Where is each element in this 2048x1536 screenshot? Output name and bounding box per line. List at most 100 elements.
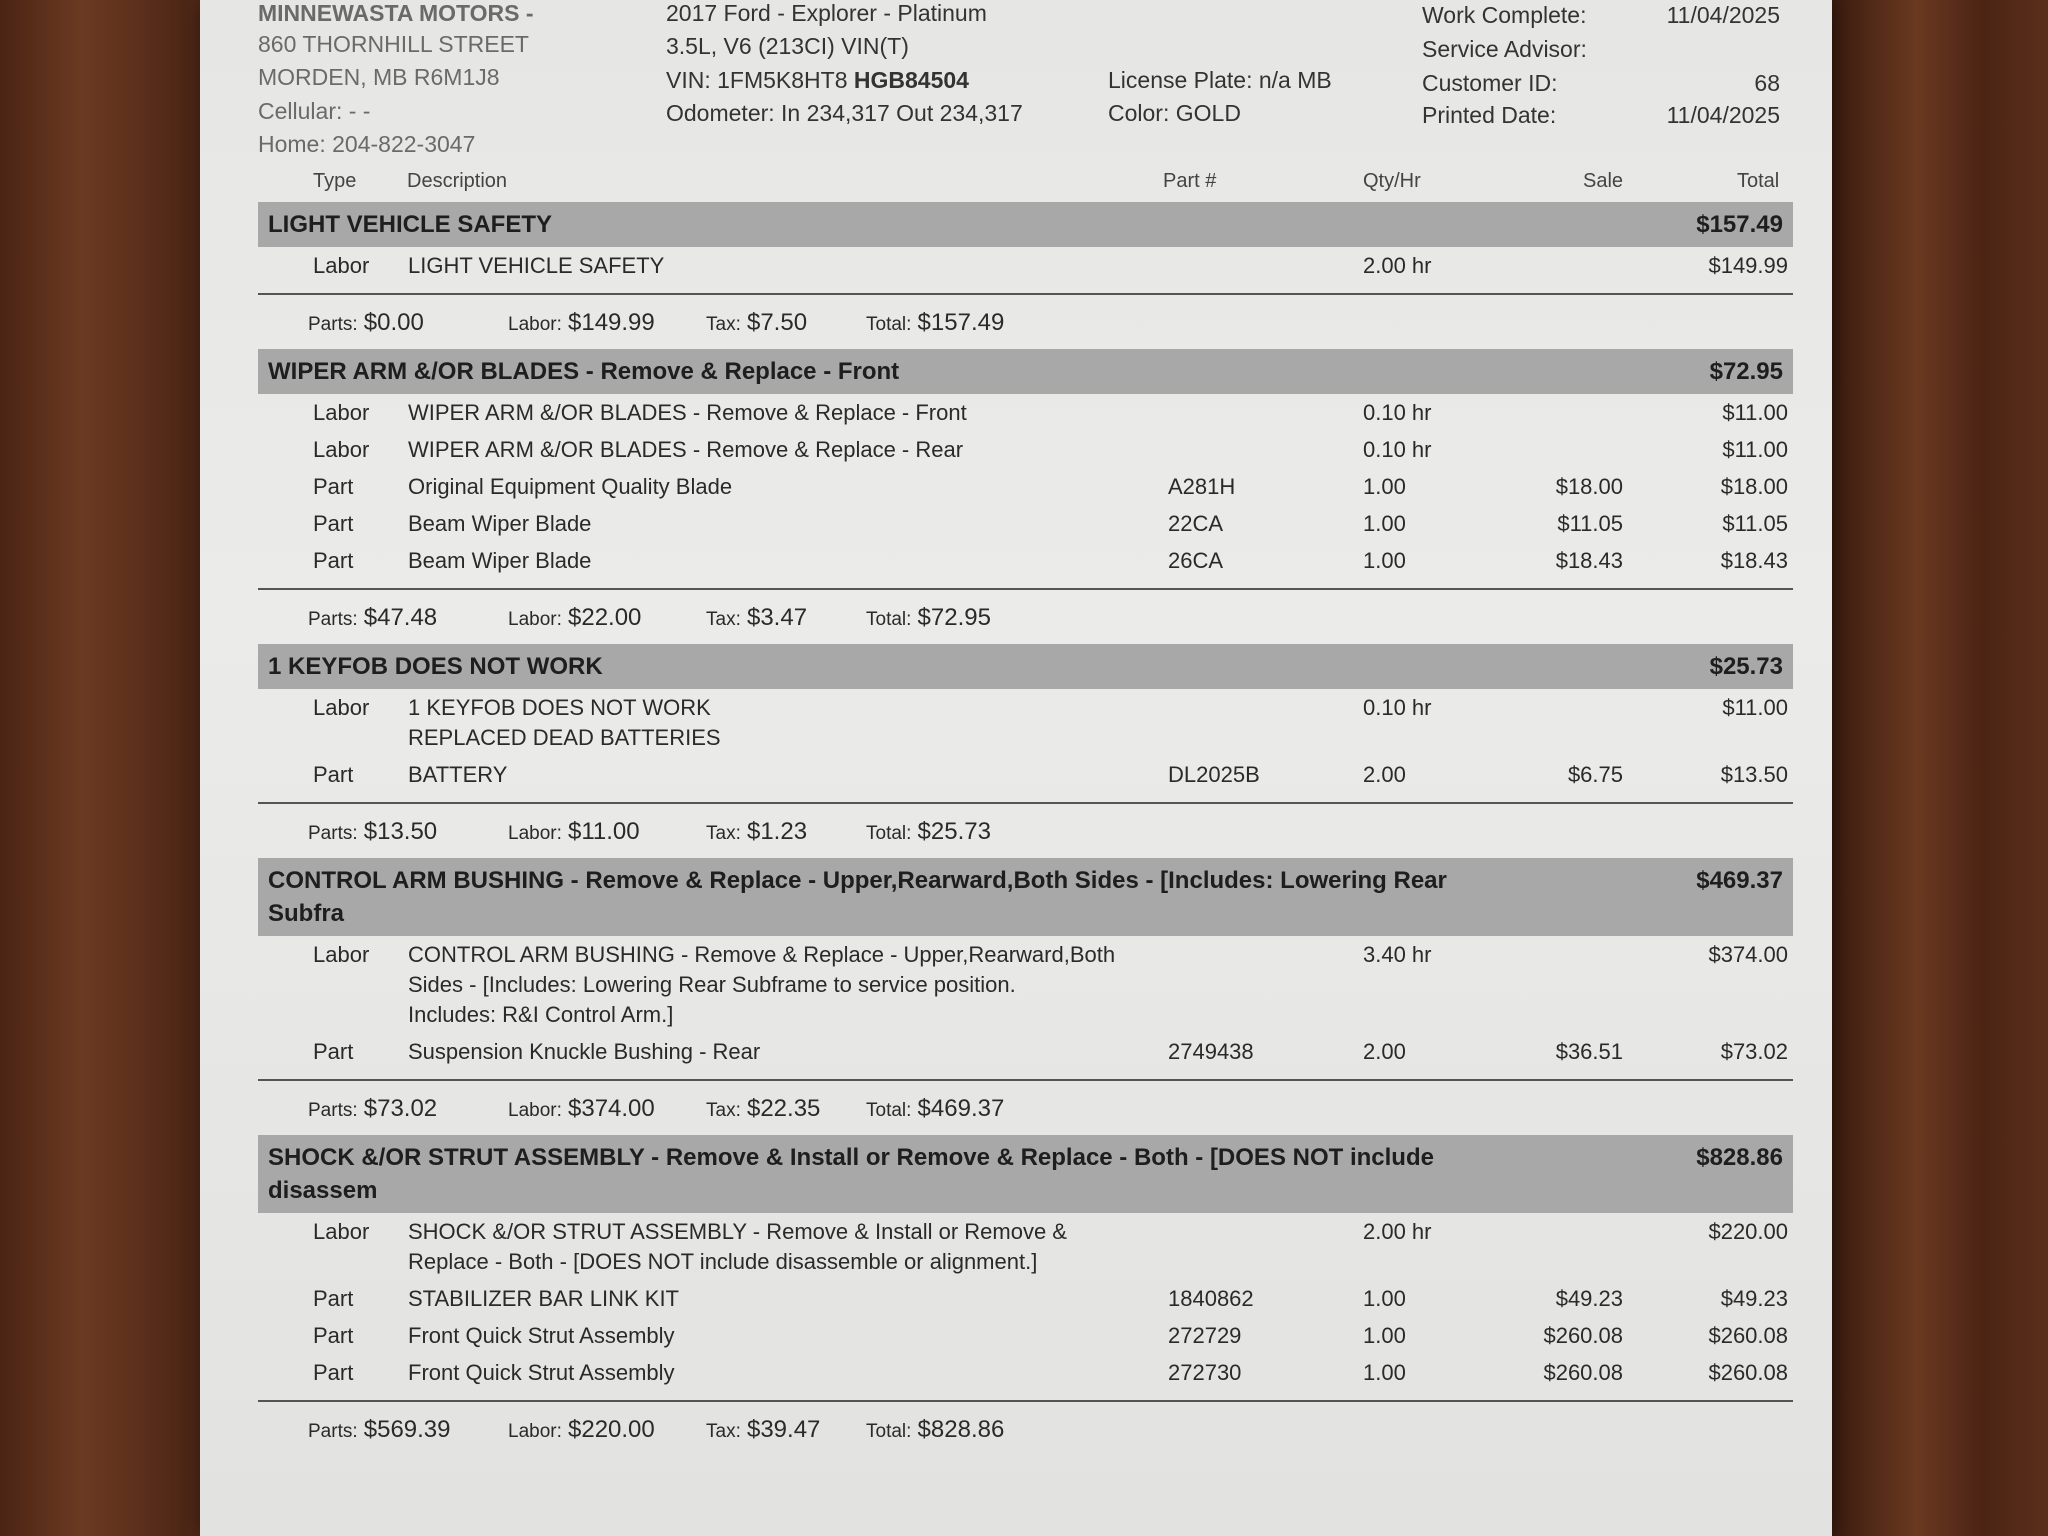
item-qty: 0.10 hr	[1363, 400, 1432, 425]
summary-value: $569.39	[363, 1416, 451, 1443]
summary-labor: Labor: $11.00	[508, 818, 640, 846]
item-qty: 1.00	[1363, 1360, 1406, 1385]
section-total: $157.49	[1696, 211, 1783, 238]
summary-value: $374.00	[568, 1095, 655, 1122]
summary-label: Tax:	[706, 609, 741, 630]
col-qty: Qty/Hr	[1363, 170, 1421, 192]
description-line: SHOCK &/OR STRUT ASSEMBLY - Remove & Ins…	[408, 1219, 1067, 1244]
item-total: $11.05	[1722, 511, 1788, 536]
section-total: $25.73	[1709, 653, 1783, 680]
section-summary: Parts: $47.48 Labor: $22.00 Tax: $3.47 Tota…	[258, 600, 1793, 636]
line-item: Labor SHOCK &/OR STRUT ASSEMBLY - Remove …	[258, 1217, 1793, 1277]
invoice-page: MINNEWASTA MOTORS - 860 THORNHILL STREET…	[200, 0, 1832, 1536]
job-section: SHOCK &/OR STRUT ASSEMBLY - Remove & Ins…	[258, 1135, 1793, 1448]
item-type: Part	[313, 474, 354, 499]
item-total: $220.00	[1708, 1219, 1788, 1244]
summary-label: Parts:	[308, 314, 358, 335]
description-line: Front Quick Strut Assembly	[408, 1323, 675, 1348]
summary-value: $828.86	[917, 1416, 1005, 1443]
summary-value: $7.50	[746, 309, 808, 336]
item-part-number: 22CA	[1168, 511, 1224, 536]
item-description: Front Quick Strut Assembly	[408, 1358, 1168, 1388]
job-section: 1 KEYFOB DOES NOT WORK $25.73 Labor 1 KEYFO…	[258, 644, 1793, 850]
item-qty: 2.00	[1363, 1039, 1406, 1064]
item-part-number: 26CA	[1168, 548, 1224, 573]
item-part-number: DL2025B	[1168, 762, 1260, 787]
summary-value: $22.00	[568, 604, 642, 631]
item-description: WIPER ARM &/OR BLADES - Remove & Replace…	[408, 398, 1168, 428]
description-line: STABILIZER BAR LINK KIT	[408, 1286, 679, 1311]
summary-label: Parts:	[308, 1100, 358, 1121]
vehicle-color: Color: GOLD	[1108, 100, 1241, 126]
item-qty: 1.00	[1363, 1323, 1406, 1348]
summary-value: $220.00	[568, 1416, 655, 1443]
summary-label: Total:	[866, 609, 912, 630]
section-summary: Parts: $73.02 Labor: $374.00 Tax: $22.35 To…	[258, 1091, 1793, 1127]
summary-label: Parts:	[308, 1421, 358, 1442]
description-line: Original Equipment Quality Blade	[408, 474, 733, 499]
summary-total: Total: $157.49	[866, 309, 1004, 337]
item-qty: 2.00 hr	[1363, 1219, 1432, 1244]
summary-tax: Tax: $39.47	[706, 1416, 820, 1444]
line-item: Part Suspension Knuckle Bushing - Rear 274…	[258, 1037, 1793, 1067]
line-item: Labor CONTROL ARM BUSHING - Remove & Repl…	[258, 940, 1793, 1030]
summary-label: Tax:	[706, 823, 741, 844]
item-total: $18.00	[1720, 474, 1788, 499]
info-value: 11/04/2025	[1666, 102, 1780, 128]
item-part-number: 272730	[1168, 1360, 1242, 1385]
summary-total: Total: $828.86	[866, 1416, 1004, 1444]
summary-value: $1.23	[746, 818, 808, 845]
item-description: Original Equipment Quality Blade	[408, 472, 1168, 502]
col-type: Type	[313, 170, 357, 192]
section-header: WIPER ARM &/OR BLADES - Remove & Replace…	[258, 349, 1793, 394]
summary-label: Total:	[866, 1421, 912, 1442]
shop-home-phone: Home: 204-822-3047	[258, 131, 476, 157]
item-type: Labor	[313, 400, 370, 425]
description-line: Sides - [Includes: Lowering Rear Subfram…	[408, 972, 1016, 997]
description-line: Replace - Both - [DOES NOT include disas…	[408, 1249, 1038, 1274]
summary-tax: Tax: $1.23	[706, 818, 807, 846]
section-title: LIGHT VEHICLE SAFETY	[268, 211, 553, 238]
item-total: $13.50	[1720, 762, 1788, 787]
divider	[258, 588, 1793, 590]
summary-value: $13.50	[363, 818, 438, 845]
summary-label: Parts:	[308, 823, 358, 844]
description-line: REPLACED DEAD BATTERIES	[408, 725, 721, 750]
summary-value: $149.99	[568, 309, 655, 336]
info-label: Customer ID:	[1422, 70, 1558, 96]
summary-label: Labor:	[508, 1100, 562, 1121]
item-total: $73.02	[1720, 1039, 1788, 1064]
section-summary: Parts: $13.50 Labor: $11.00 Tax: $1.23 Tota…	[258, 814, 1793, 850]
col-description: Description	[407, 170, 508, 192]
item-description: Front Quick Strut Assembly	[408, 1321, 1168, 1351]
summary-label: Labor:	[508, 314, 562, 335]
divider	[258, 1400, 1793, 1402]
item-description: SHOCK &/OR STRUT ASSEMBLY - Remove & Ins…	[408, 1217, 1168, 1277]
col-sale: Sale	[1583, 170, 1624, 192]
item-qty: 1.00	[1363, 511, 1406, 536]
item-description: LIGHT VEHICLE SAFETY	[408, 251, 1168, 281]
item-description: BATTERY	[408, 760, 1168, 790]
description-line: LIGHT VEHICLE SAFETY	[408, 253, 665, 278]
section-summary: Parts: $569.39 Labor: $220.00 Tax: $39.47 T…	[258, 1412, 1793, 1448]
section-title: 1 KEYFOB DOES NOT WORK	[268, 653, 603, 680]
item-part-number: 272729	[1168, 1323, 1242, 1348]
section-header: SHOCK &/OR STRUT ASSEMBLY - Remove & Ins…	[258, 1135, 1793, 1213]
summary-value: $157.49	[917, 309, 1005, 336]
item-qty: 1.00	[1363, 474, 1406, 499]
item-sale: $36.51	[1555, 1039, 1623, 1064]
item-part-number: A281H	[1168, 474, 1236, 499]
job-section: WIPER ARM &/OR BLADES - Remove & Replace…	[258, 349, 1793, 636]
line-item: Labor WIPER ARM &/OR BLADES - Remove & Re…	[258, 435, 1793, 465]
summary-parts: Parts: $13.50	[308, 818, 437, 846]
divider	[258, 1079, 1793, 1081]
summary-label: Total:	[866, 1100, 912, 1121]
summary-label: Total:	[866, 823, 912, 844]
info-value: 11/04/2025	[1666, 2, 1780, 28]
item-sale: $18.00	[1555, 474, 1623, 499]
description-line: 1 KEYFOB DOES NOT WORK	[408, 695, 711, 720]
col-total: Total	[1737, 170, 1780, 192]
shop-cellular: Cellular: - -	[258, 98, 371, 124]
item-description: Beam Wiper Blade	[408, 509, 1168, 539]
item-sale: $260.08	[1543, 1323, 1623, 1348]
